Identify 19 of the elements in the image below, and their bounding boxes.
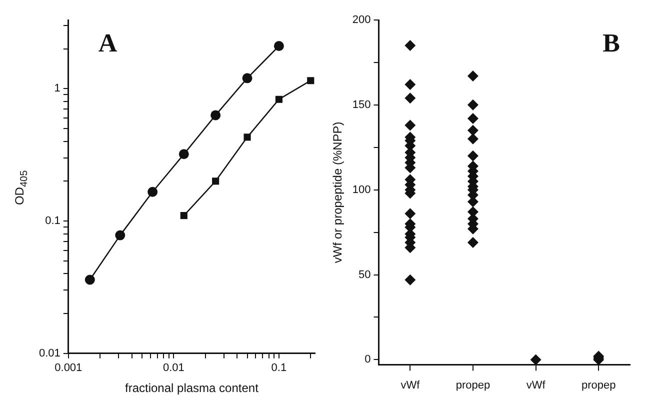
x-axis-title: fractional plasma content — [125, 381, 260, 396]
y-tick-label: 50 — [358, 268, 371, 281]
x-tick-label: 0.001 — [54, 362, 82, 374]
y-tick-label: 0.1 — [45, 215, 60, 228]
annotation: A — [98, 28, 118, 58]
x-tick-label: vWf — [400, 379, 421, 392]
x-tick-label: propep — [456, 379, 490, 392]
y-tick-label: 200 — [352, 14, 371, 26]
x-tick-label: 0.1 — [271, 362, 287, 374]
y-tick-label: 0 — [364, 354, 371, 366]
y-tick-label: 150 — [352, 98, 371, 111]
annotation: B — [602, 28, 620, 58]
x-tick-label: propep — [581, 379, 616, 392]
y-axis-title: vWf or propeptide (%NPP) — [330, 122, 345, 264]
x-tick-label: vWf — [526, 379, 546, 392]
y-tick-label: 1 — [54, 82, 60, 95]
x-tick-label: 0.01 — [162, 362, 184, 374]
y-tick-label: 0.01 — [38, 347, 60, 360]
y-tick-label: 100 — [352, 184, 371, 196]
